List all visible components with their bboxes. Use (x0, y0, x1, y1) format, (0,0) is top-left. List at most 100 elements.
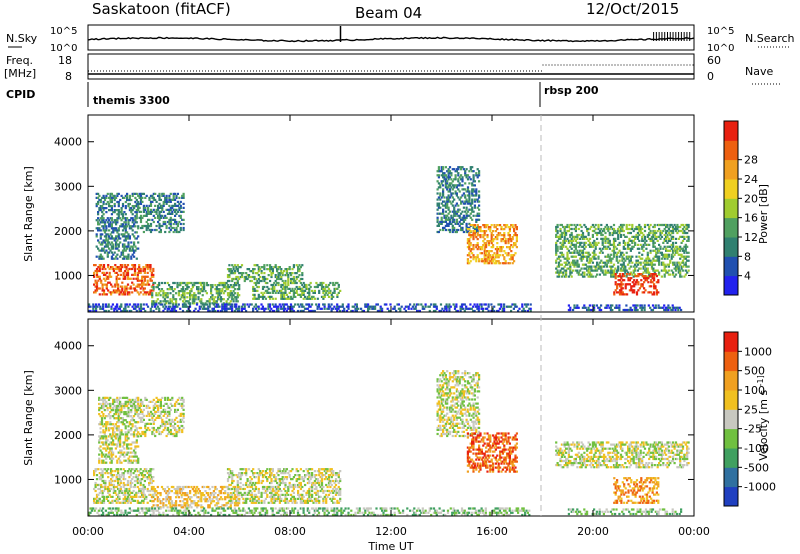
heatmap-cell (121, 253, 125, 256)
heatmap-cell (214, 302, 217, 305)
heatmap-cell (631, 235, 634, 238)
heatmap-cell (133, 225, 136, 228)
heatmap-cell (628, 231, 631, 235)
heatmap-cell (632, 245, 635, 248)
heatmap-cell (566, 223, 569, 227)
heatmap-cell (526, 303, 529, 306)
heatmap-cell (123, 257, 126, 260)
heatmap-cell (113, 251, 116, 254)
heatmap-cell (665, 255, 668, 258)
heatmap-cell (277, 272, 280, 275)
heatmap-cell (267, 274, 270, 277)
heatmap-cell (116, 229, 119, 232)
heatmap-cell (645, 271, 648, 274)
heatmap-cell (514, 244, 517, 247)
heatmap-cell (166, 288, 169, 291)
heatmap-cell (480, 258, 483, 261)
heatmap-cell (670, 269, 673, 272)
heatmap-cell (683, 249, 686, 252)
heatmap-cell (113, 398, 116, 401)
heatmap-cell (263, 279, 266, 283)
heatmap-cell (573, 306, 576, 309)
heatmap-cell (115, 267, 118, 271)
heatmap-cell (461, 218, 464, 221)
heatmap-cell (355, 307, 358, 310)
heatmap-cell (135, 237, 138, 240)
heatmap-cell (515, 236, 518, 239)
heatmap-cell (142, 269, 145, 273)
heatmap-cell (109, 427, 112, 430)
heatmap-cell (473, 309, 476, 313)
heatmap-cell (139, 200, 143, 203)
heatmap-cell (492, 238, 495, 241)
heatmap-cell (105, 283, 108, 286)
heatmap-cell (660, 253, 663, 256)
heatmap-cell (645, 267, 648, 270)
heatmap-cell (497, 260, 500, 263)
heatmap-cell (345, 309, 349, 313)
heatmap-cell (172, 296, 175, 299)
heatmap-cell (669, 259, 672, 262)
heatmap-cell (107, 289, 110, 292)
heatmap-cell (106, 447, 109, 450)
heatmap-cell (132, 476, 135, 479)
heatmap-cell (638, 225, 641, 229)
heatmap-cell (138, 285, 141, 288)
heatmap-cell (162, 216, 165, 219)
heatmap-cell (458, 224, 461, 227)
heatmap-cell (182, 292, 185, 295)
heatmap-cell (308, 287, 311, 290)
heatmap-cell (116, 257, 119, 260)
heatmap-cell (333, 283, 336, 287)
heatmap-cell (514, 226, 517, 229)
heatmap-cell (659, 237, 662, 240)
heatmap-cell (650, 308, 653, 312)
heatmap-cell (327, 305, 330, 308)
heatmap-cell (152, 286, 155, 289)
heatmap-cell (178, 214, 181, 217)
heatmap-cell (172, 198, 175, 201)
heatmap-cell (157, 194, 160, 197)
heatmap-cell (631, 255, 634, 258)
heatmap-cell (563, 235, 566, 238)
heatmap-cell (221, 307, 224, 310)
heatmap-cell (129, 483, 132, 487)
heatmap-cell (658, 235, 661, 238)
heatmap-cell (634, 269, 637, 272)
heatmap-cell (110, 225, 113, 228)
heatmap-cell (444, 184, 447, 187)
heatmap-cell (485, 242, 488, 245)
heatmap-cell (131, 291, 134, 294)
heatmap-cell (447, 176, 450, 179)
heatmap-cell (120, 194, 123, 197)
heatmap-cell (125, 489, 128, 493)
heatmap-cell (365, 305, 368, 308)
heatmap-cell (112, 457, 115, 460)
heatmap-cell (653, 269, 656, 272)
heatmap-cell (166, 281, 169, 285)
heatmap-cell (117, 289, 120, 292)
heatmap-cell (638, 273, 641, 276)
heatmap-cell (460, 166, 463, 169)
heatmap-cell (108, 281, 111, 284)
heatmap-cell (110, 217, 113, 220)
heatmap-cell (658, 261, 661, 264)
heatmap-cell (557, 257, 561, 260)
heatmap-cell (126, 257, 129, 260)
heatmap-cell (295, 285, 298, 289)
heatmap-cell (252, 287, 255, 290)
heatmap-cell (148, 212, 151, 215)
heatmap-cell (168, 196, 171, 199)
heatmap-cell (587, 269, 590, 272)
heatmap-cell (211, 284, 214, 287)
heatmap-cell (174, 210, 177, 213)
heatmap-cell (156, 284, 159, 287)
heatmap-cell (580, 245, 583, 248)
heatmap-cell (618, 289, 622, 292)
heatmap-cell (97, 227, 100, 230)
heatmap-cell (157, 220, 160, 224)
heatmap-cell (274, 279, 277, 283)
heatmap-cell (205, 307, 208, 310)
heatmap-cell (115, 289, 118, 292)
heatmap-cell (586, 227, 589, 231)
